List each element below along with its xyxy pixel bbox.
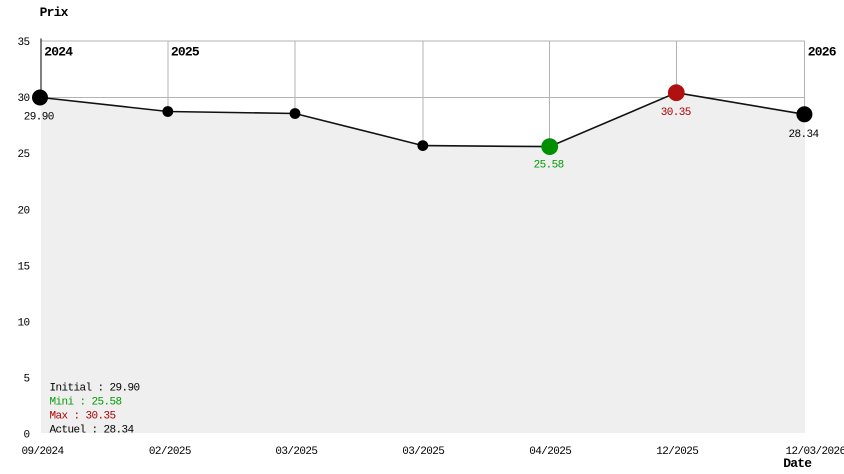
svg-text:09/2024: 09/2024	[21, 446, 64, 458]
svg-text:28.34: 28.34	[788, 129, 819, 141]
svg-text:29.90: 29.90	[24, 111, 54, 123]
svg-text:03/2025: 03/2025	[275, 446, 317, 458]
svg-text:03/2025: 03/2025	[402, 446, 444, 458]
svg-text:Max : 30.35: Max : 30.35	[50, 410, 116, 422]
svg-text:5: 5	[23, 374, 29, 386]
svg-text:2026: 2026	[808, 45, 837, 60]
svg-text:12/2025: 12/2025	[656, 446, 698, 458]
svg-text:10: 10	[17, 318, 29, 330]
svg-text:30: 30	[17, 93, 29, 105]
svg-text:Date: Date	[783, 456, 812, 471]
svg-text:Initial : 29.90: Initial : 29.90	[50, 382, 140, 394]
svg-text:15: 15	[17, 261, 29, 273]
svg-text:2024: 2024	[44, 45, 73, 60]
svg-text:25: 25	[17, 149, 29, 161]
svg-text:12/03/2026: 12/03/2026	[786, 446, 844, 458]
svg-text:Mini : 25.58: Mini : 25.58	[50, 396, 122, 408]
svg-text:04/2025: 04/2025	[529, 446, 571, 458]
svg-text:25.58: 25.58	[534, 160, 564, 172]
svg-text:02/2025: 02/2025	[149, 446, 191, 458]
svg-text:20: 20	[17, 205, 29, 217]
svg-text:30.35: 30.35	[661, 107, 691, 119]
svg-text:2025: 2025	[171, 45, 200, 60]
svg-text:0: 0	[23, 430, 29, 442]
svg-text:Prix: Prix	[40, 5, 69, 20]
svg-text:Actuel : 28.34: Actuel : 28.34	[50, 424, 135, 436]
svg-text:35: 35	[17, 37, 29, 49]
